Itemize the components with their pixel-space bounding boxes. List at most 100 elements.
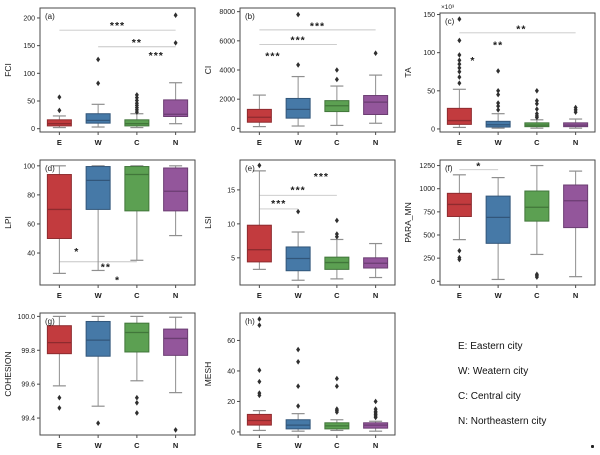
stray-period-mark [591,445,594,448]
svg-text:E: E [457,291,462,300]
svg-text:4000: 4000 [219,68,235,75]
svg-text:***: *** [310,21,325,33]
svg-text:LPI: LPI [3,216,13,229]
svg-text:20: 20 [227,399,235,406]
svg-text:W: W [295,138,303,147]
svg-text:60: 60 [27,221,35,228]
svg-text:99.8: 99.8 [21,348,35,355]
svg-text:N: N [173,138,178,147]
svg-text:**: ** [101,261,111,273]
svg-text:FCI: FCI [3,63,13,77]
svg-text:E: E [257,291,262,300]
svg-text:PARA_MN: PARA_MN [403,202,413,242]
svg-text:2000: 2000 [219,97,235,104]
svg-text:0: 0 [31,126,35,133]
svg-text:***: *** [314,171,329,183]
svg-text:W: W [495,291,503,300]
svg-text:N: N [373,291,378,300]
svg-text:0: 0 [431,279,435,286]
svg-text:E: E [57,138,62,147]
svg-text:150: 150 [23,43,35,50]
panel-e-lsi-boxplot: 5 10 15 E W C N LSI (e) *** *** *** [203,159,396,300]
legend-item-central: C: Central city [458,391,521,402]
svg-text:15: 15 [227,187,235,194]
svg-text:N: N [573,138,578,147]
svg-text:(e): (e) [245,164,255,173]
svg-text:1250: 1250 [419,163,435,170]
svg-text:C: C [334,138,340,147]
svg-text:6000: 6000 [219,38,235,45]
svg-text:99.6: 99.6 [21,382,35,389]
svg-text:80: 80 [27,192,35,199]
svg-text:100.0: 100.0 [17,314,35,321]
svg-text:W: W [495,138,503,147]
svg-text:N: N [173,441,178,450]
panel-g-cohesion-boxplot: 99.4 99.6 99.8 100.0 E W C N COHESION (g) [3,312,196,450]
svg-text:40: 40 [27,251,35,258]
svg-text:200: 200 [23,15,35,22]
svg-text:(f): (f) [445,164,453,173]
svg-text:250: 250 [423,256,435,263]
svg-text:0: 0 [231,429,235,436]
panel-b-ci-boxplot: 0 2000 4000 6000 8000 E W C N CI (b) *** *** *** [203,7,396,147]
svg-text:*: * [115,274,120,286]
legend-item-eastern: E: Eastern city [458,341,523,352]
svg-text:×10³: ×10³ [441,4,455,11]
svg-text:(a): (a) [45,12,55,21]
svg-text:N: N [173,291,178,300]
svg-text:40: 40 [227,368,235,375]
svg-text:COHESION: COHESION [3,351,13,396]
svg-text:10: 10 [227,221,235,228]
svg-text:***: *** [265,51,280,63]
svg-text:LSI: LSI [203,216,213,229]
svg-text:100: 100 [423,50,435,57]
svg-text:**: ** [516,24,526,36]
svg-text:E: E [57,441,62,450]
svg-text:N: N [373,441,378,450]
svg-text:W: W [295,441,303,450]
svg-text:W: W [95,291,103,300]
svg-text:E: E [57,291,62,300]
svg-text:N: N [373,138,378,147]
svg-text:99.4: 99.4 [21,416,35,423]
svg-text:(g): (g) [45,317,55,326]
svg-text:5: 5 [231,255,235,262]
svg-text:(h): (h) [245,317,255,326]
svg-text:N: N [573,291,578,300]
svg-text:C: C [134,441,140,450]
svg-text:C: C [534,138,540,147]
svg-text:C: C [534,291,540,300]
svg-text:100: 100 [23,71,35,78]
svg-text:MESH: MESH [203,362,213,387]
svg-text:C: C [334,291,340,300]
city-legend: E: Eastern city W: Weatern city C: Centr… [400,305,600,455]
svg-text:W: W [295,291,303,300]
legend-item-western: W: Weatern city [458,366,529,377]
svg-text:***: *** [290,184,305,196]
svg-text:0: 0 [231,126,235,133]
svg-text:500: 500 [423,233,435,240]
svg-text:***: *** [149,50,164,62]
svg-text:C: C [134,138,140,147]
svg-text:750: 750 [423,209,435,216]
svg-text:**: ** [493,40,503,52]
svg-text:0: 0 [431,126,435,133]
svg-text:***: *** [290,35,305,47]
svg-text:C: C [134,291,140,300]
svg-text:150: 150 [423,12,435,19]
panel-h-mesh-boxplot: 0 20 40 60 E W C N MESH (h) [203,312,396,450]
svg-text:(b): (b) [245,12,255,21]
legend-item-northeastern: N: Northeastern city [458,416,547,427]
svg-text:CI: CI [203,66,213,75]
svg-text:***: *** [271,198,286,210]
svg-text:(c): (c) [445,17,455,26]
panel-f-para-mn-boxplot: 0 250 500 750 1000 1250 E W C N PARA_MN (f) * [403,159,596,300]
svg-text:W: W [95,441,103,450]
svg-text:50: 50 [427,88,435,95]
svg-text:E: E [257,441,262,450]
svg-text:E: E [457,138,462,147]
